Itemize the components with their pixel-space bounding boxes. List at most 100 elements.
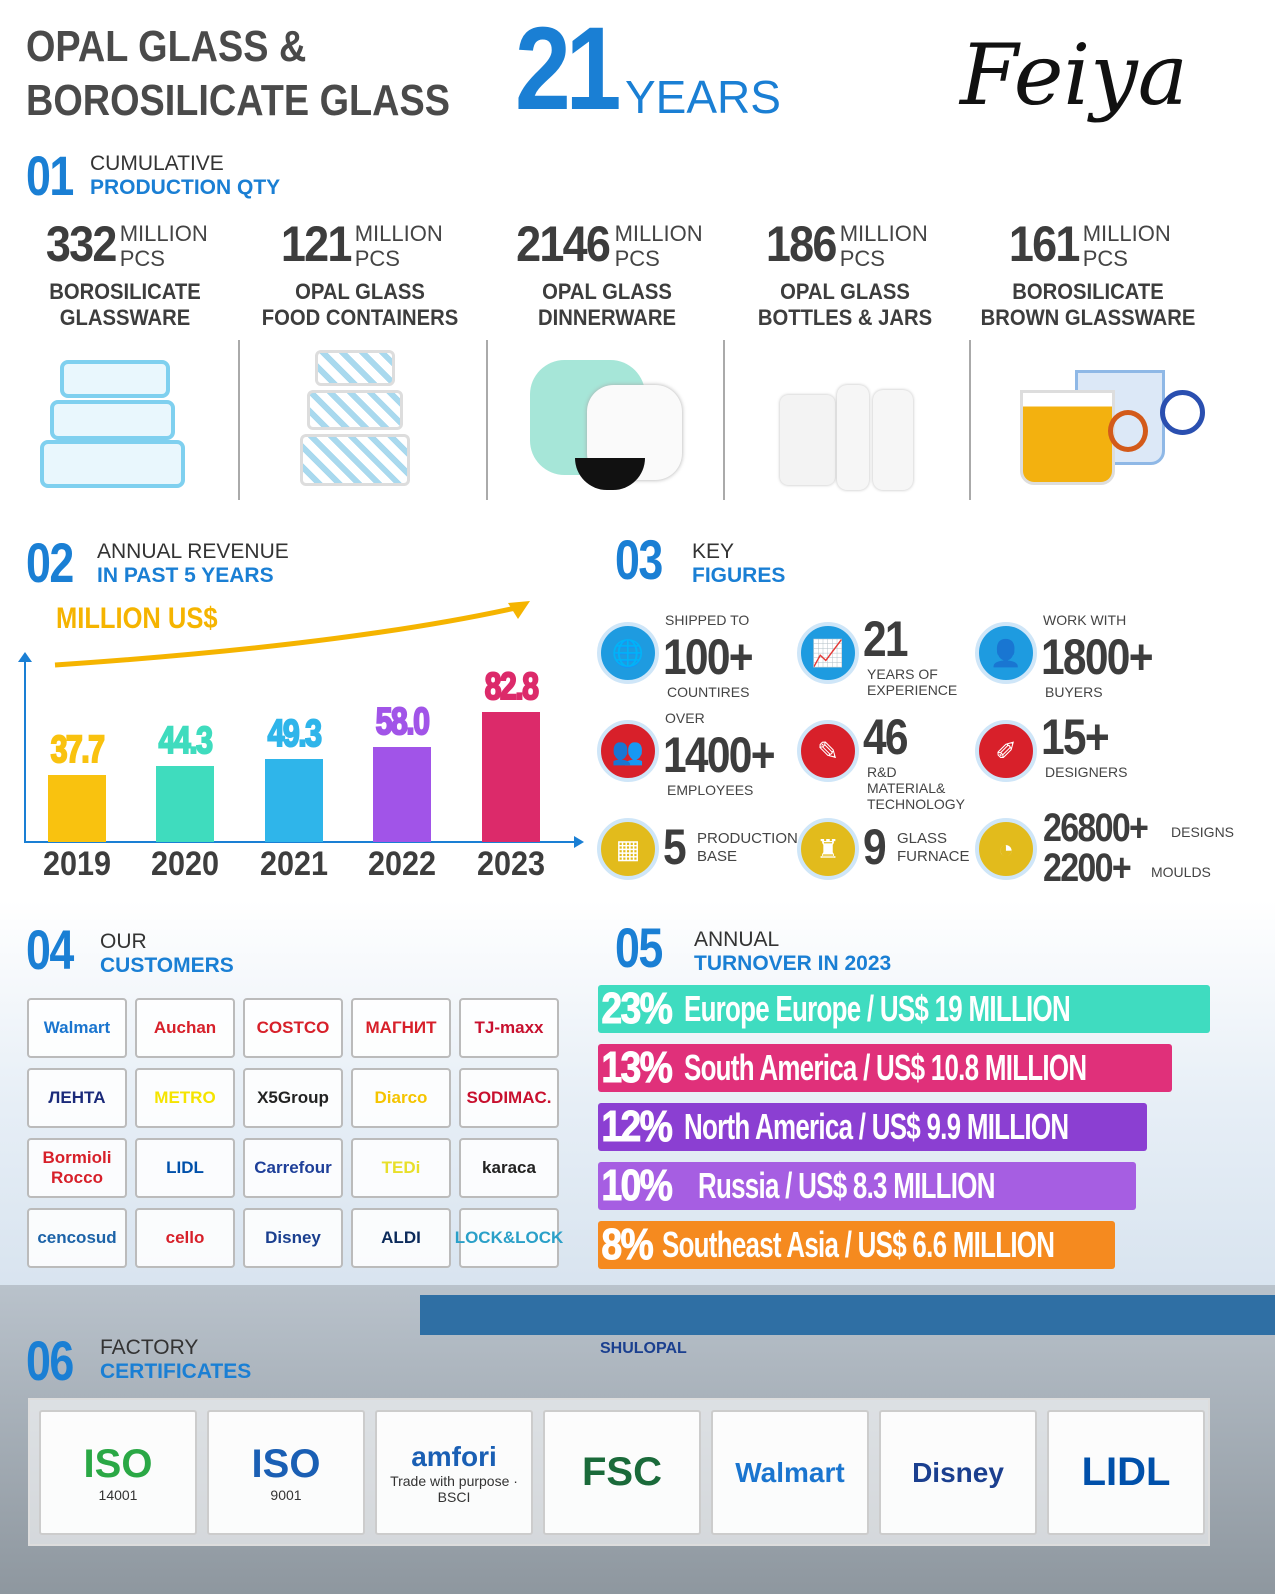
name-line-2: GLASSWARE [59,305,191,330]
key-figure: 🌐 SHIPPED TO 100+ COUNTIRES [597,612,837,707]
unit-line-1: MILLION [119,221,208,246]
key-figure-value: 9 [863,819,887,875]
unit-line-2: PCS [119,246,165,271]
feiya-logo: Feiya [960,26,1188,124]
key-figure: ◔ 26800+ DESIGNS 2200+ MOULDS [975,808,1234,903]
production-name: BOROSILICATE GLASSWARE [15,279,236,331]
certificate-disney: Disney [879,1410,1037,1535]
opal-dinnerware-image [525,350,695,495]
heading-line-2: TURNOVER IN 2023 [694,952,892,975]
certificate-fsc: FSC [543,1410,701,1535]
name-line-2: FOOD CONTAINERS [261,305,459,330]
certificate-walmart: Walmart [711,1410,869,1535]
section-01-heading: CUMULATIVE PRODUCTION QTY [90,152,280,200]
research-icon: ✎ [797,720,859,782]
certificate-number: 14001 [98,1487,138,1503]
key-figure-value: 100+ [663,629,754,685]
name-line-1: OPAL GLASS [780,279,910,304]
production-value: 2146 [516,216,612,272]
production-name: BOROSILICATE BROWN GLASSWARE [978,279,1199,331]
key-figure-label: PRODUCTION BASE [697,830,798,865]
production-name: OPAL GLASS DINNERWARE [497,279,718,331]
turnover-region: Russia / US$ 8.3 MILLION [698,1165,995,1206]
section-01-number: 01 [26,144,74,207]
key-figure-value: 1800+ [1041,629,1154,685]
unit-line-2: PCS [1082,246,1128,271]
customer-logo-metro: METRO [135,1068,235,1128]
production-value: 332 [46,216,118,272]
x-axis [24,841,576,843]
title-line-1: OPAL GLASS & [26,22,307,71]
revenue-bar-2019 [48,775,106,842]
production-item: 2146 MILLION PCS OPAL GLASS DINNERWARE [487,215,727,331]
people-icon: 👥 [597,720,659,782]
x-tick-label: 2019 [42,845,112,883]
unit-line-1: MILLION [1082,221,1171,246]
production-item: 332 MILLION PCS BOROSILICATE GLASSWARE [5,215,245,331]
borosilicate-brown-glassware-image [1020,350,1210,495]
key-figure-label: EMPLOYEES [667,782,754,798]
turnover-bar: 8% Southeast Asia / US$ 6.6 MILLION [598,1220,1115,1270]
certificate-name: ISO [251,1442,321,1486]
key-figure-value: 15+ [1041,709,1110,765]
key-figure-value: 5 [663,819,687,875]
key-figure: 👥 OVER 1400+ EMPLOYEES [597,710,837,805]
customer-logo-магнит: МАГНИТ [351,998,451,1058]
key-figure-value: 21 [863,611,909,667]
unit-line-1: MILLION [354,221,443,246]
production-unit: MILLION PCS [120,221,208,271]
key-figure-label: YEARS OF EXPERIENCE [867,666,958,698]
unit-line-2: PCS [614,246,660,271]
key-figure-label: DESIGNS [1171,824,1235,840]
turnover-percent: 8% [601,1220,654,1270]
section-05-number: 05 [615,916,663,979]
revenue-bar-2022 [373,746,431,842]
bar-value-label: 82.8 [484,665,540,709]
bar-value-label: 49.3 [267,712,323,756]
key-figure-top-text: WORK WITH [1043,612,1127,628]
key-figure-label: DESIGNERS [1045,764,1128,780]
turnover-bar: 23% Europe Europe / US$ 19 MILLION [598,984,1210,1034]
customer-logo-diarco: Diarco [351,1068,451,1128]
section-06-number: 06 [26,1329,74,1392]
divider [969,340,971,500]
certificate-name: FSC [582,1450,662,1494]
heading-line-2: PRODUCTION QTY [90,176,281,199]
x-tick-label: 2023 [476,845,546,883]
turnover-bar: 10% Russia / US$ 8.3 MILLION [598,1161,1136,1211]
key-figure-top-text: SHIPPED TO [665,612,750,628]
x-axis-arrow-icon [574,836,584,848]
y-axis-arrow-icon [18,652,32,662]
certificate-name: LIDL [1081,1450,1171,1494]
turnover-percent: 13% [601,1043,673,1093]
production-item: 161 MILLION PCS BOROSILICATE BROWN GLASSWARE [968,215,1208,331]
certificate-name: amfori [411,1440,497,1472]
production-unit: MILLION PCS [615,221,703,271]
production-value: 121 [281,216,353,272]
production-name: OPAL GLASS FOOD CONTAINERS [250,279,471,331]
production-item: 121 MILLION PCS OPAL GLASS FOOD CONTAINERS [240,215,480,331]
customer-logo-cello: cello [135,1208,235,1268]
turnover-percent: 12% [601,1102,673,1152]
section-06-heading: FACTORY CERTIFICATES [100,1336,251,1384]
name-line-1: BOROSILICATE [49,279,201,304]
bar-value-label: 37.7 [50,728,106,772]
certificate-name: ISO [83,1442,153,1486]
customer-logo-auchan: Auchan [135,998,235,1058]
section-02-number: 02 [26,531,74,594]
turnover-bar: 12% North America / US$ 9.9 MILLION [598,1102,1147,1152]
section-03-number: 03 [615,528,663,591]
customer-logo-karaca: karaca [459,1138,559,1198]
years-number: 21 [515,3,621,135]
heading-line-2: IN PAST 5 YEARS [97,564,274,587]
customer-logo-лента: ЛЕНТА [27,1068,127,1128]
key-figure-value: 1400+ [663,727,776,783]
production-value: 186 [766,216,838,272]
revenue-bar-chart: 37.7 2019 44.3 2020 49.3 2021 58.0 2022 82.8 2023 [0,0,600,900]
globe-icon: 🌐 [597,622,659,684]
mould-icon: ◔ [975,818,1037,880]
opal-bottles-jars-image [775,350,945,495]
heading-line-2: FIGURES [692,564,786,587]
turnover-region: North America / US$ 9.9 MILLION [684,1106,1069,1147]
customer-logo-tedi: TEDi [351,1138,451,1198]
